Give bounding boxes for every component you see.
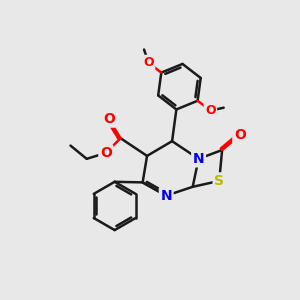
Text: O: O bbox=[103, 112, 115, 126]
Text: O: O bbox=[234, 128, 246, 142]
Text: S: S bbox=[214, 174, 224, 188]
Text: N: N bbox=[160, 189, 172, 202]
Text: O: O bbox=[100, 146, 112, 160]
Text: O: O bbox=[143, 56, 154, 69]
Text: N: N bbox=[193, 152, 204, 166]
Text: O: O bbox=[205, 104, 216, 117]
